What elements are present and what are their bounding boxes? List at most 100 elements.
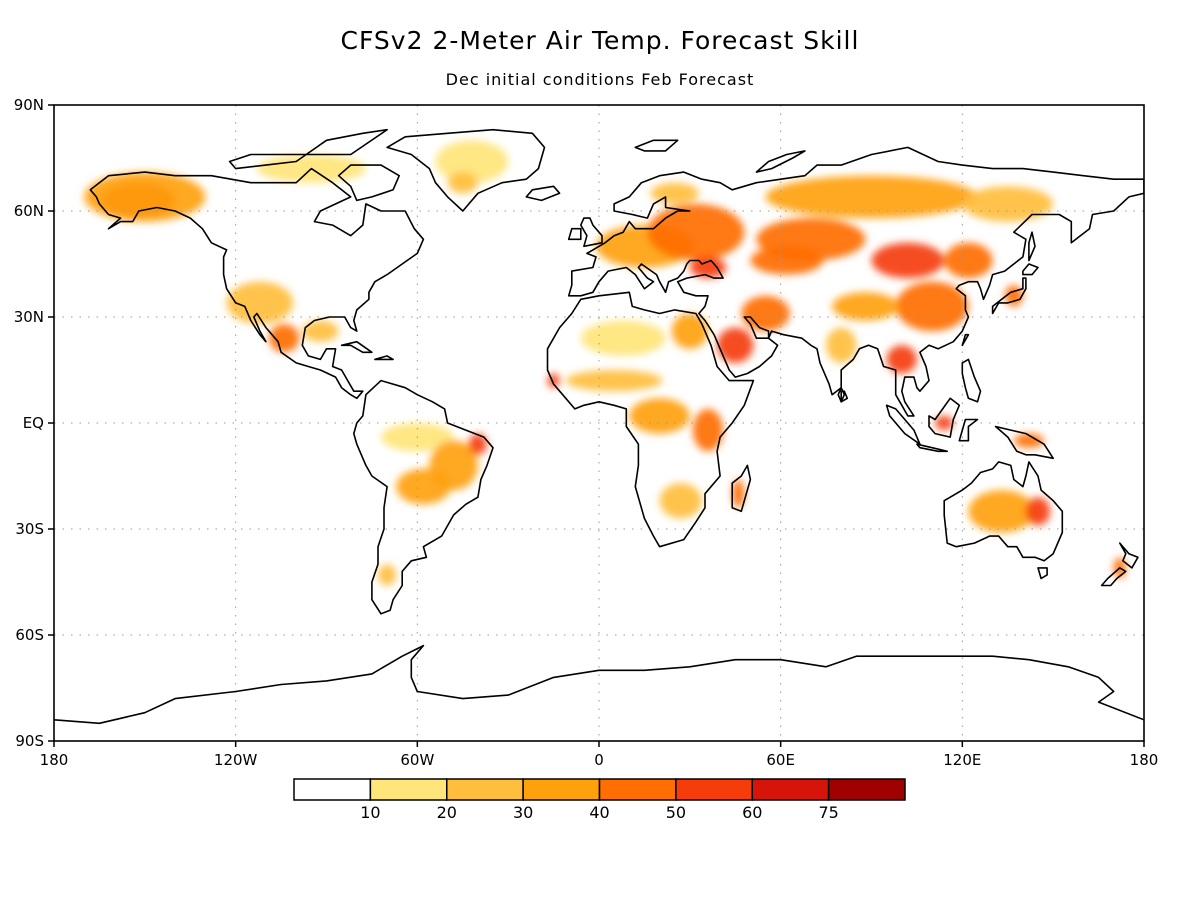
y-tick-label: 60S bbox=[15, 626, 44, 644]
skill-region-25 bbox=[659, 483, 702, 519]
colorbar-label: 40 bbox=[589, 803, 609, 822]
coastline-sri-lanka bbox=[840, 390, 849, 403]
coastline-baffin-island bbox=[337, 164, 400, 202]
skill-region-40 bbox=[968, 490, 1035, 533]
skill-region-4 bbox=[447, 172, 478, 194]
colorbar: 10 20 30 40 50 60 75 bbox=[293, 778, 906, 822]
map-subtitle: Dec initial conditions Feb Forecast bbox=[445, 70, 755, 89]
coastline-java bbox=[916, 443, 948, 453]
map-axes: 180 120W 60W 0 60E 120E 180 90N 60N 30N EQ 30S 60S 90… bbox=[14, 96, 1159, 769]
colorbar-label: 20 bbox=[437, 803, 457, 822]
skill-region-35 bbox=[826, 327, 857, 363]
coastline-svalbard bbox=[634, 139, 679, 152]
x-tick-label: 180 bbox=[1130, 751, 1159, 769]
skill-region-21 bbox=[565, 370, 663, 392]
skill-region-11 bbox=[468, 433, 487, 455]
skill-region-33 bbox=[944, 242, 993, 279]
skill-region-7 bbox=[302, 320, 339, 342]
y-tick-label: EQ bbox=[23, 414, 44, 432]
skill-shading-layer bbox=[84, 140, 1126, 586]
colorbar-swatch bbox=[751, 778, 830, 801]
coastline-greenland bbox=[386, 128, 546, 212]
y-tick-label: 30N bbox=[14, 308, 44, 326]
skill-region-24 bbox=[692, 408, 724, 452]
coastline-iceland bbox=[525, 185, 561, 202]
skill-region-23 bbox=[629, 398, 690, 434]
coastlines bbox=[54, 128, 1144, 725]
x-tick-label: 120W bbox=[214, 751, 258, 769]
skill-region-1 bbox=[84, 172, 206, 222]
skill-region-15 bbox=[689, 256, 727, 279]
colorbar-label: 10 bbox=[360, 803, 380, 822]
skill-region-41 bbox=[1025, 497, 1051, 526]
coastline-africa bbox=[546, 291, 755, 548]
skill-region-34 bbox=[962, 186, 1054, 222]
skill-region-32 bbox=[832, 292, 899, 321]
coastline-new-zealand-south bbox=[1100, 567, 1127, 587]
skill-region-14 bbox=[647, 203, 745, 261]
x-tick-label: 120E bbox=[943, 751, 981, 769]
y-tick-label: 90N bbox=[14, 96, 44, 114]
skill-region-19 bbox=[717, 327, 754, 363]
coastline-great-britain bbox=[580, 217, 603, 248]
coastline-tasmania bbox=[1037, 567, 1048, 580]
coastline-eurasia bbox=[567, 146, 1144, 417]
x-tick-label: 180 bbox=[40, 751, 69, 769]
skill-region-36 bbox=[886, 345, 917, 374]
coastline-australia bbox=[943, 461, 1064, 562]
skill-region-10 bbox=[396, 468, 451, 505]
colorbar-swatch bbox=[675, 778, 753, 801]
colorbar-swatch bbox=[827, 778, 906, 801]
coastline-madagascar bbox=[731, 464, 752, 513]
coastline-hispaniola bbox=[374, 355, 394, 361]
coastline-philippines bbox=[961, 358, 982, 403]
skill-region-38 bbox=[1013, 433, 1045, 448]
skill-region-3 bbox=[435, 140, 509, 183]
colorbar-swatch bbox=[369, 778, 448, 801]
x-tick-label: 0 bbox=[594, 751, 604, 769]
coastline-cuba bbox=[340, 340, 373, 354]
colorbar-label: 30 bbox=[513, 803, 533, 822]
skill-region-18 bbox=[671, 313, 708, 349]
colorbar-label: 75 bbox=[818, 803, 838, 822]
skill-region-29 bbox=[750, 246, 824, 275]
skill-region-20 bbox=[741, 295, 790, 332]
coastline-north-america bbox=[89, 167, 425, 400]
colorbar-swatch bbox=[598, 778, 677, 801]
coastline-sumatra bbox=[885, 404, 921, 445]
coastline-hokkaido bbox=[1022, 263, 1039, 276]
skill-region-6 bbox=[268, 324, 300, 353]
map-gridlines bbox=[54, 105, 1144, 741]
coastline-india-sri-lanka bbox=[837, 386, 846, 403]
coastline-arctic-islands bbox=[228, 128, 388, 170]
y-tick-label: 60N bbox=[14, 202, 44, 220]
coastline-ireland bbox=[567, 227, 582, 241]
coastline-south-america bbox=[353, 379, 494, 615]
coastline-novaya-zemlya bbox=[755, 150, 806, 173]
colorbar-swatch bbox=[446, 778, 524, 801]
skill-region-31 bbox=[895, 281, 969, 332]
colorbar-label: 60 bbox=[742, 803, 762, 822]
map-title: CFSv2 2-Meter Air Temp. Forecast Skill bbox=[340, 26, 860, 55]
skill-region-30 bbox=[871, 242, 945, 279]
colorbar-label: 50 bbox=[666, 803, 686, 822]
coastline-sulawesi bbox=[958, 418, 979, 442]
coastline-taiwan bbox=[961, 333, 970, 347]
y-tick-label: 90S bbox=[15, 732, 44, 750]
skill-region-37 bbox=[935, 415, 954, 431]
coastline-new-zealand-north bbox=[1119, 542, 1139, 569]
x-tick-label: 60E bbox=[766, 751, 795, 769]
coastline-arabian-gulf-outline bbox=[743, 316, 770, 339]
coastline-sakhalin bbox=[1028, 231, 1036, 262]
y-tick-label: 30S bbox=[15, 520, 44, 538]
colorbar-swatch bbox=[293, 778, 372, 801]
skill-region-17 bbox=[580, 320, 666, 356]
coastline-new-guinea bbox=[994, 425, 1054, 460]
coastline-borneo bbox=[928, 397, 961, 438]
coastline-japan bbox=[991, 277, 1027, 315]
skill-region-27 bbox=[765, 175, 978, 219]
coastline-antarctica bbox=[54, 644, 1144, 725]
skill-region-12 bbox=[377, 564, 397, 586]
colorbar-swatch bbox=[522, 778, 601, 801]
